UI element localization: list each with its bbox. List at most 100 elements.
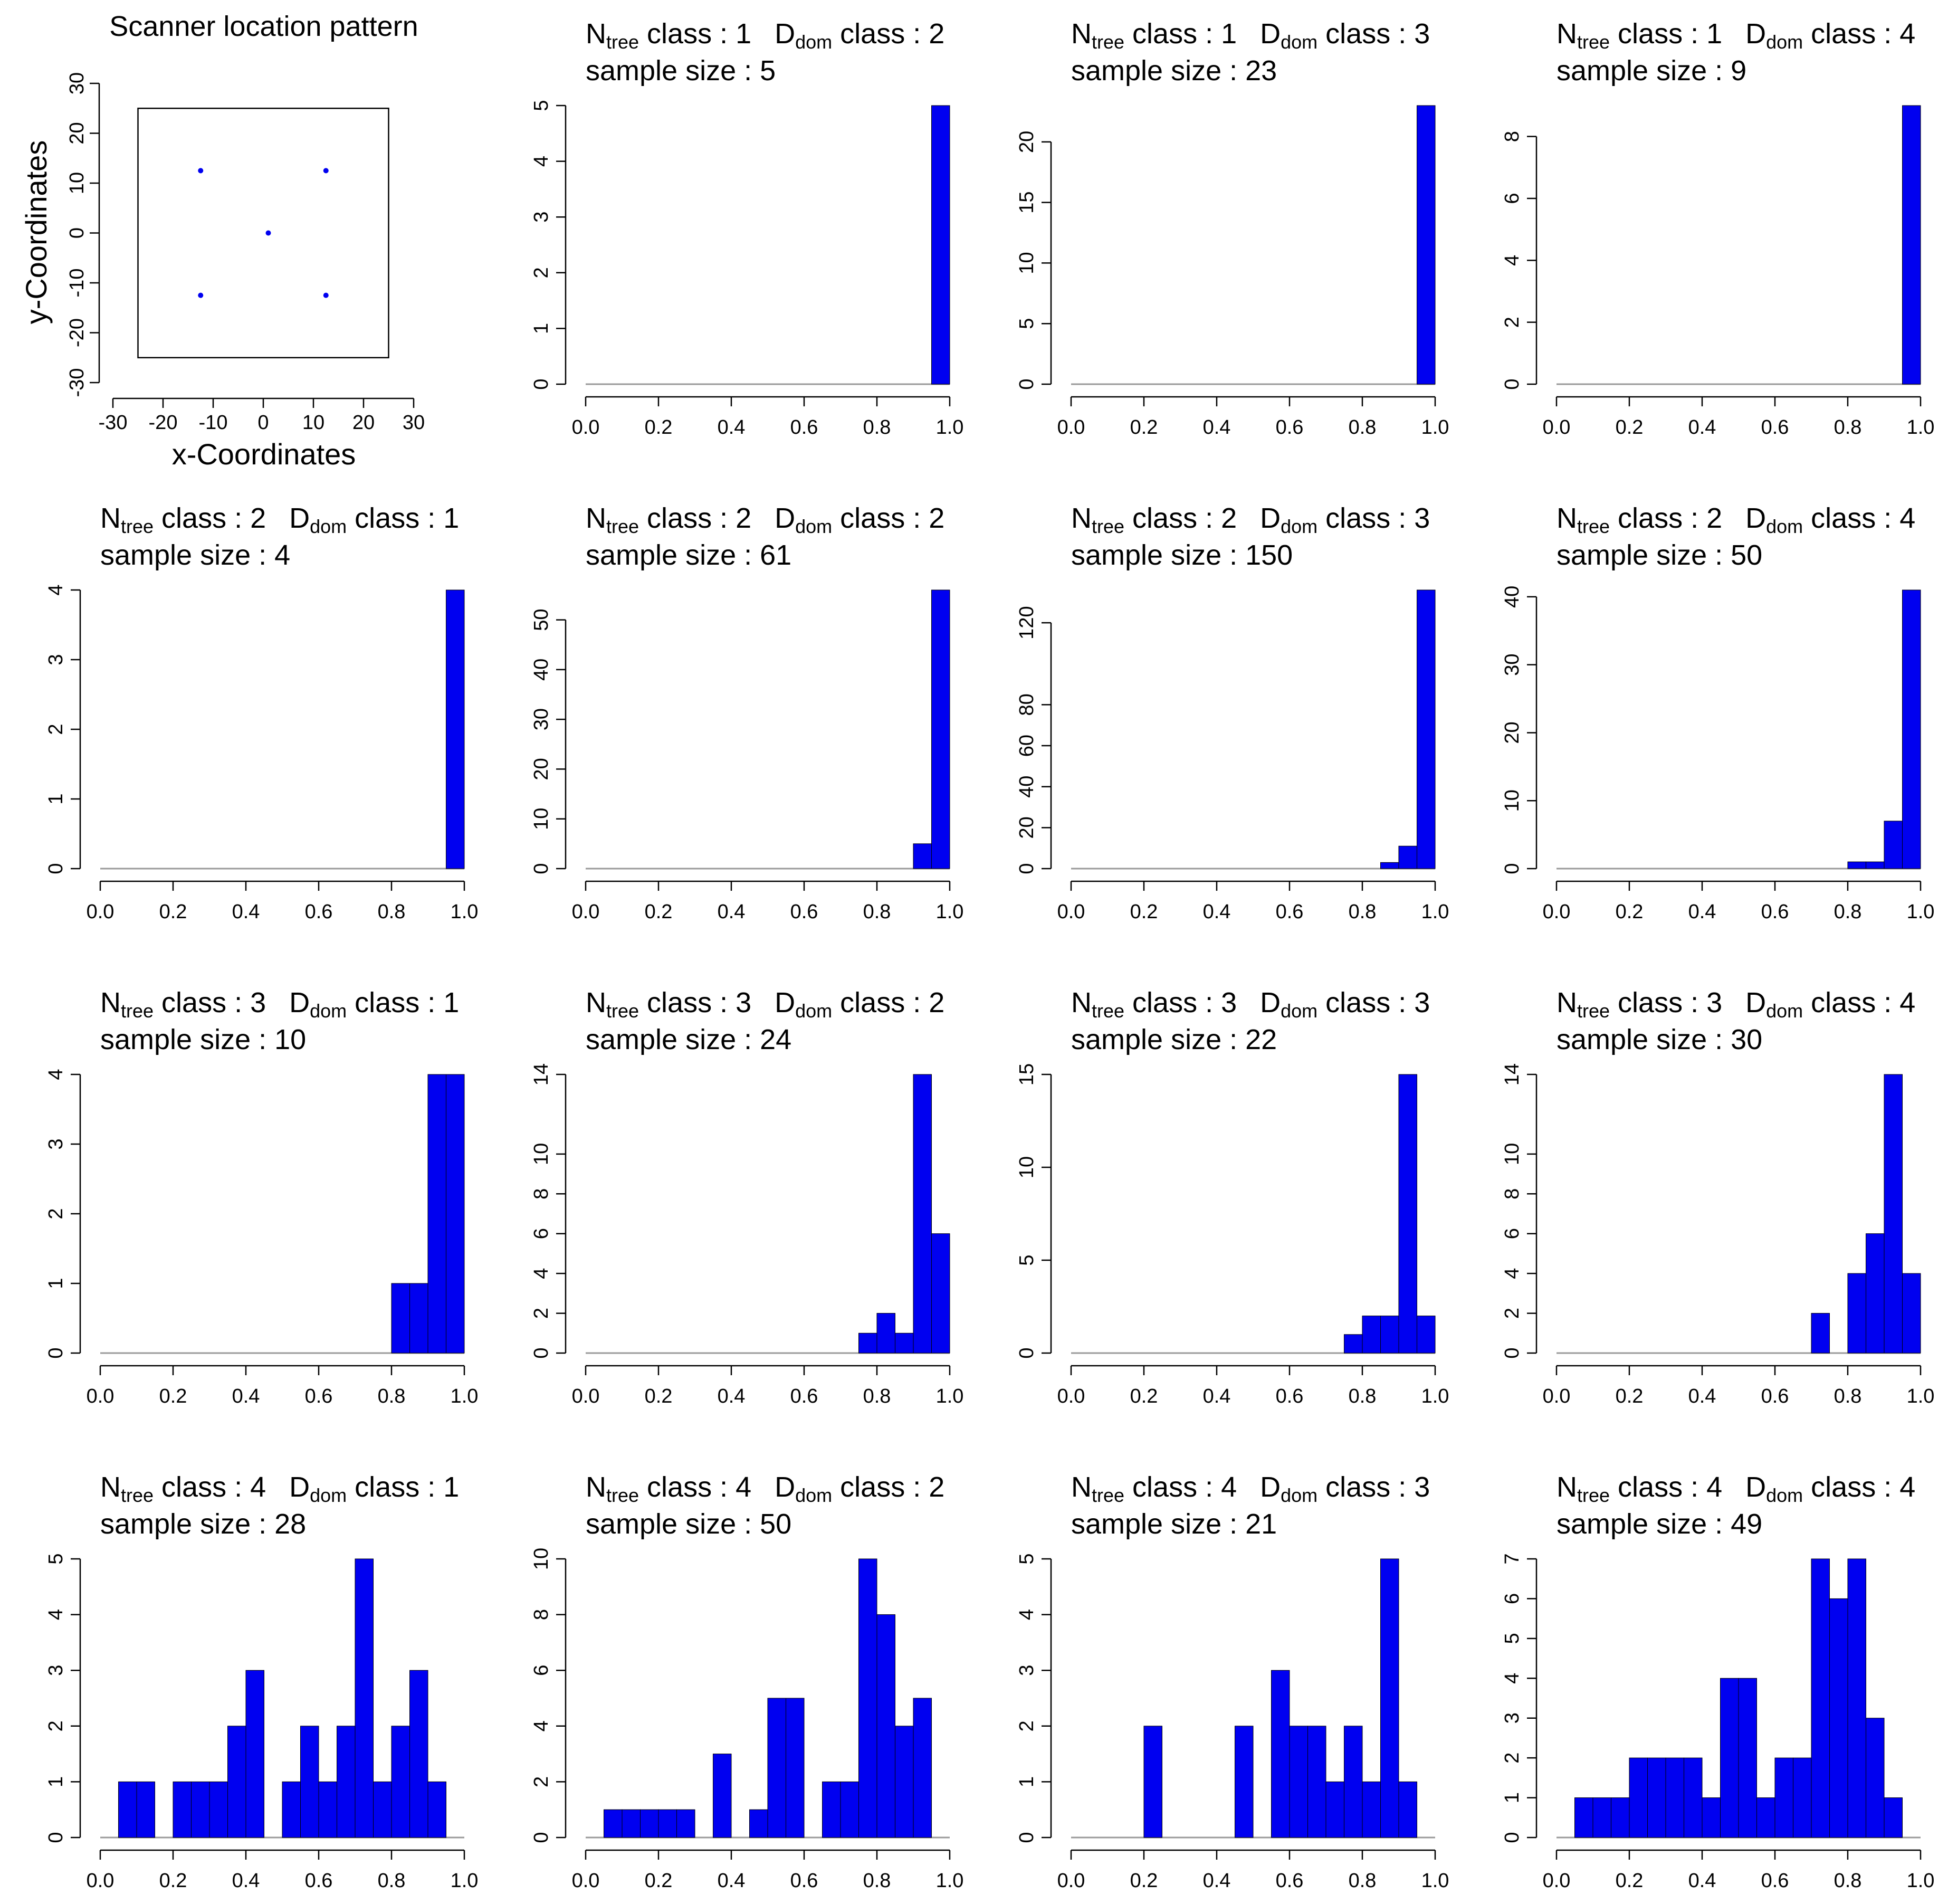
ddom-class-value: class : 2: [832, 1471, 944, 1503]
x-tick-label: 0.2: [1130, 1870, 1158, 1892]
x-tick-label: 0.0: [1543, 1870, 1571, 1892]
histogram-bar: [676, 1809, 695, 1838]
y-tick-label: 5: [530, 100, 552, 111]
ddom-subscript: dom: [1766, 31, 1803, 53]
x-tick-label: -10: [199, 412, 228, 434]
y-tick-label: 2: [530, 1776, 552, 1787]
ntree-symbol: N: [586, 1471, 606, 1503]
x-tick-label: 0.0: [1057, 1870, 1085, 1892]
x-tick-label: 0.6: [305, 1385, 333, 1407]
histogram-bar: [1866, 1718, 1885, 1838]
histogram-bar: [895, 1726, 914, 1838]
y-tick-label: 40: [1501, 586, 1523, 608]
ntree-class-value: class : 1: [1124, 18, 1237, 50]
y-tick-label: 20: [530, 758, 552, 780]
histogram-bar: [245, 1670, 264, 1838]
ddom-class-value: class : 1: [347, 987, 459, 1018]
y-tick-label: -30: [66, 368, 88, 397]
x-tick-label: 1.0: [451, 1385, 479, 1407]
x-tick-label: 0.6: [1276, 901, 1304, 923]
x-tick-label: 1.0: [936, 1385, 964, 1407]
x-tick-label: 0.8: [1834, 1385, 1862, 1407]
histogram-bar: [282, 1781, 301, 1838]
histogram-bar: [913, 1074, 932, 1354]
histogram-bar: [1271, 1670, 1290, 1838]
x-tick-label: 0.6: [790, 1385, 818, 1407]
ddom-class-value: class : 1: [347, 502, 459, 534]
histogram-bar: [1380, 862, 1399, 869]
x-tick-label: 0.0: [1057, 901, 1085, 923]
x-tick-label: 0.6: [305, 901, 333, 923]
panel-title: Ntree class : 4 Ddom class : 1: [100, 1471, 459, 1506]
x-tick-label: 0: [257, 412, 269, 434]
x-tick-label: 0.2: [1616, 901, 1644, 923]
histogram-bar: [391, 1726, 410, 1838]
x-tick-label: 1.0: [1907, 416, 1935, 439]
y-tick-label: 0: [45, 863, 67, 874]
histogram-bar: [1756, 1797, 1775, 1838]
y-tick-label: 0: [530, 863, 552, 874]
histogram-bar: [1344, 1334, 1363, 1354]
y-tick-label: 4: [45, 1609, 67, 1620]
histogram-panel-2-1: Ntree class : 2 Ddom class : 1 sample size…: [45, 502, 478, 923]
histogram-bar: [1398, 1074, 1417, 1354]
ntree-class-value: class : 3: [154, 987, 266, 1018]
sample-size-label: sample size : 50: [586, 1508, 791, 1540]
x-tick-label: 0.4: [1688, 901, 1716, 923]
x-axis-label: x-Coordinates: [172, 437, 356, 471]
x-tick-label: 0.8: [1349, 901, 1377, 923]
y-tick-label: 20: [1016, 131, 1038, 153]
histogram-bar: [1829, 1598, 1848, 1838]
y-tick-label: 10: [530, 1548, 552, 1570]
histogram-bar: [858, 1558, 877, 1838]
panel-title: Ntree class : 3 Ddom class : 3: [1071, 987, 1430, 1022]
histogram-bar: [1902, 105, 1921, 385]
scanner-point: [323, 292, 329, 298]
ddom-symbol: D: [289, 987, 310, 1018]
ddom-symbol: D: [1745, 1471, 1766, 1503]
histogram-bar: [1884, 821, 1903, 869]
y-tick-label: 40: [530, 659, 552, 681]
histogram-bar: [1866, 861, 1885, 869]
ddom-subscript: dom: [795, 1000, 832, 1022]
y-tick-label: 1: [1501, 1792, 1523, 1803]
y-tick-label: 120: [1016, 606, 1038, 639]
y-tick-label: 3: [45, 1138, 67, 1149]
histogram-bar: [622, 1809, 641, 1838]
x-tick-label: 0.8: [1349, 1870, 1377, 1892]
ntree-symbol: N: [586, 987, 606, 1018]
histogram-bar: [1143, 1726, 1162, 1838]
ntree-symbol: N: [1557, 18, 1577, 50]
ddom-subscript: dom: [1281, 1484, 1317, 1506]
ddom-symbol: D: [775, 987, 795, 1018]
histogram-bar: [1684, 1757, 1703, 1838]
histogram-bar: [604, 1809, 623, 1838]
histogram-bar: [913, 843, 932, 869]
ntree-subscript: tree: [1092, 1484, 1124, 1506]
x-tick-label: 0.0: [572, 1385, 600, 1407]
panel-title: Ntree class : 2 Ddom class : 3: [1071, 502, 1430, 537]
x-tick-label: 0.4: [1688, 1870, 1716, 1892]
x-tick-label: 0.0: [1057, 416, 1085, 439]
y-tick-label: 7: [1501, 1553, 1523, 1564]
histogram-bar: [1574, 1797, 1593, 1838]
y-tick-label: 6: [1501, 1593, 1523, 1604]
histogram-bar: [858, 1332, 877, 1354]
histogram-bar: [1847, 1558, 1866, 1838]
histogram-bar: [1289, 1726, 1308, 1838]
histogram-bar: [1811, 1313, 1830, 1354]
x-tick-label: 0.0: [1057, 1385, 1085, 1407]
panel-title: Ntree class : 1 Ddom class : 4: [1557, 18, 1915, 53]
sample-size-label: sample size : 10: [100, 1024, 306, 1055]
histogram-panel-2-4: Ntree class : 2 Ddom class : 4 sample size…: [1501, 502, 1934, 923]
histogram-panel-1-2: Ntree class : 1 Ddom class : 2 sample size…: [530, 18, 963, 439]
y-tick-label: 2: [45, 1720, 67, 1731]
ddom-subscript: dom: [310, 1484, 347, 1506]
y-tick-label: 0: [1501, 863, 1523, 874]
y-tick-label: 0: [66, 227, 88, 239]
y-tick-label: 2: [45, 1208, 67, 1219]
x-tick-label: 0.6: [1276, 1870, 1304, 1892]
histogram-panel-3-4: Ntree class : 3 Ddom class : 4 sample size…: [1501, 987, 1934, 1407]
y-tick-label: 0: [1016, 1347, 1038, 1358]
histogram-bar: [1647, 1757, 1666, 1838]
